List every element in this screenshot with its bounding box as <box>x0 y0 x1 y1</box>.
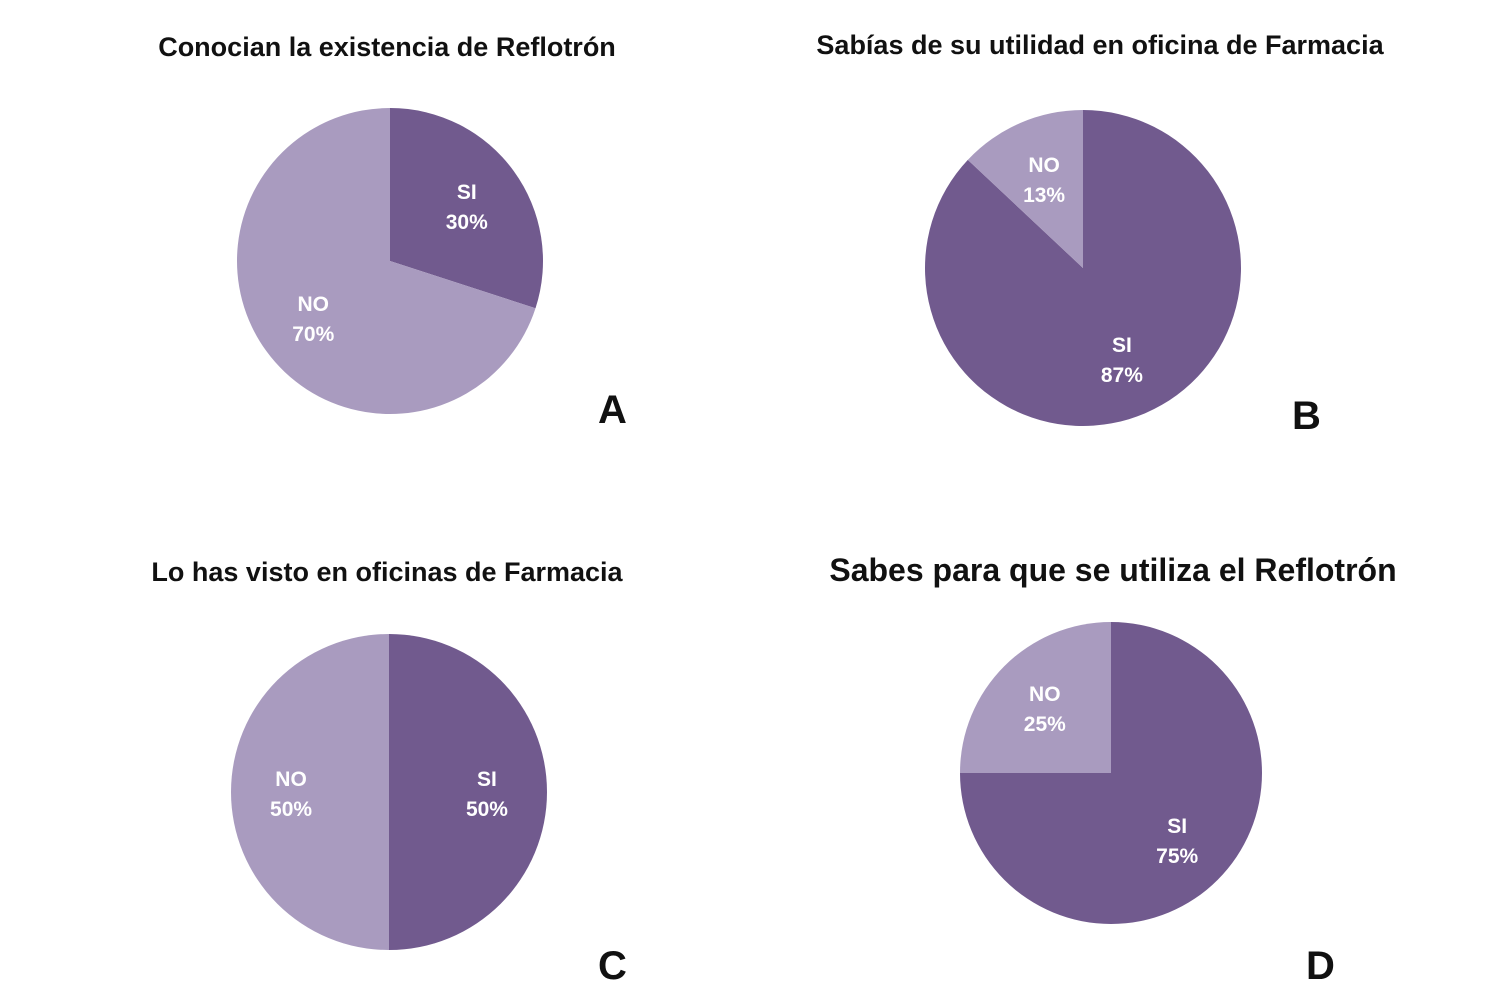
panel-letter-b: B <box>1292 394 1321 438</box>
slice-label-si: SI <box>1167 815 1187 838</box>
chart-title-a: Conocian la existencia de Reflotrón <box>158 32 616 62</box>
slice-value-no: 25% <box>1024 713 1066 736</box>
pie-slice-no <box>237 108 536 414</box>
slice-label-si: SI <box>1112 334 1132 357</box>
chart-title-c: Lo has visto en oficinas de Farmacia <box>151 557 623 587</box>
panel-letter-a: A <box>598 388 627 432</box>
pie-slice-no <box>231 634 389 950</box>
slice-value-si: 75% <box>1156 845 1198 868</box>
panel-letter-c: C <box>598 944 627 988</box>
slice-label-no: NO <box>1029 683 1061 706</box>
slice-label-si: SI <box>477 768 497 791</box>
pie-slice-no <box>967 110 1083 268</box>
pie-slice-si <box>390 108 544 309</box>
slice-label-no: NO <box>1028 154 1060 177</box>
pie-slice-si <box>924 110 1241 426</box>
slice-value-si: 50% <box>466 798 508 821</box>
slice-label-no: NO <box>275 768 307 791</box>
panel-letter-d: D <box>1306 944 1335 988</box>
pie-slice-no <box>960 622 1111 773</box>
pie-slice-si <box>389 634 547 950</box>
chart-title-b: Sabías de su utilidad en oficina de Farm… <box>816 30 1384 60</box>
chart-title-d: Sabes para que se utiliza el Reflotrón <box>829 552 1397 588</box>
slice-value-no: 50% <box>270 798 312 821</box>
slice-value-si: 30% <box>446 211 488 234</box>
slice-value-si: 87% <box>1101 364 1143 387</box>
slice-label-no: NO <box>298 293 330 316</box>
slice-value-no: 70% <box>292 323 334 346</box>
slice-label-si: SI <box>457 181 477 204</box>
slice-value-no: 13% <box>1023 184 1065 207</box>
